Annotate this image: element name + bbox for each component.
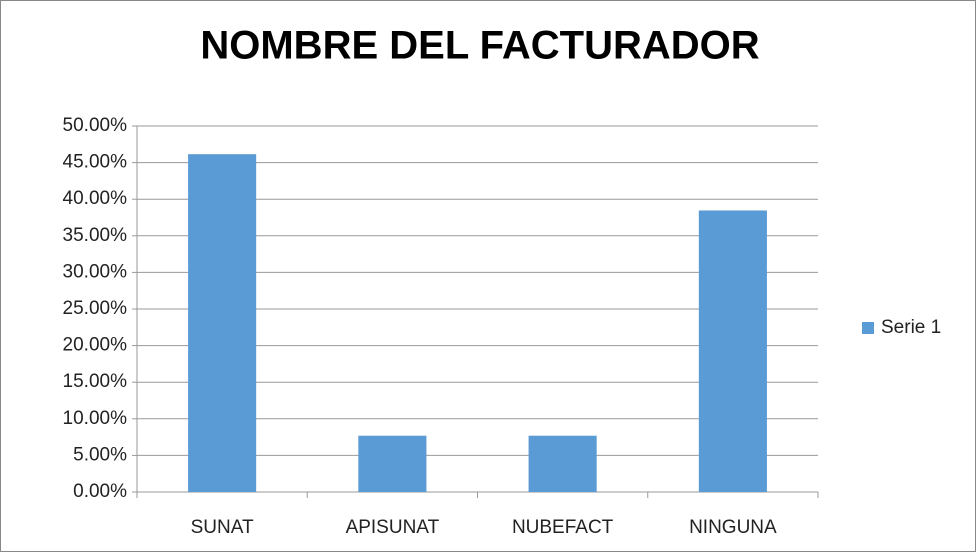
y-tick-label: 10.00%	[63, 408, 128, 429]
x-tick-label: NUBEFACT	[512, 517, 614, 538]
bar	[698, 210, 767, 493]
x-tick-label: NINGUNA	[689, 517, 777, 538]
y-tick-label: 25.00%	[63, 298, 128, 319]
y-tick-label: 45.00%	[63, 152, 128, 173]
y-tick-label: 15.00%	[63, 371, 128, 392]
x-tick-label: SUNAT	[191, 517, 254, 538]
y-tick-label: 20.00%	[63, 335, 128, 356]
legend-label: Serie 1	[881, 317, 941, 338]
y-tick-label: 40.00%	[63, 188, 128, 209]
bar	[188, 154, 257, 492]
chart-title: NOMBRE DEL FACTURADOR	[200, 24, 759, 68]
bar	[528, 435, 597, 492]
y-tick-label: 5.00%	[73, 444, 127, 465]
x-tick-label: APISUNAT	[346, 517, 440, 538]
y-tick-label: 50.00%	[63, 115, 128, 136]
y-tick-label: 35.00%	[63, 225, 128, 246]
y-tick-label: 0.00%	[73, 481, 127, 502]
legend-swatch	[862, 322, 874, 334]
bar	[358, 435, 427, 492]
y-tick-label: 30.00%	[63, 261, 128, 282]
